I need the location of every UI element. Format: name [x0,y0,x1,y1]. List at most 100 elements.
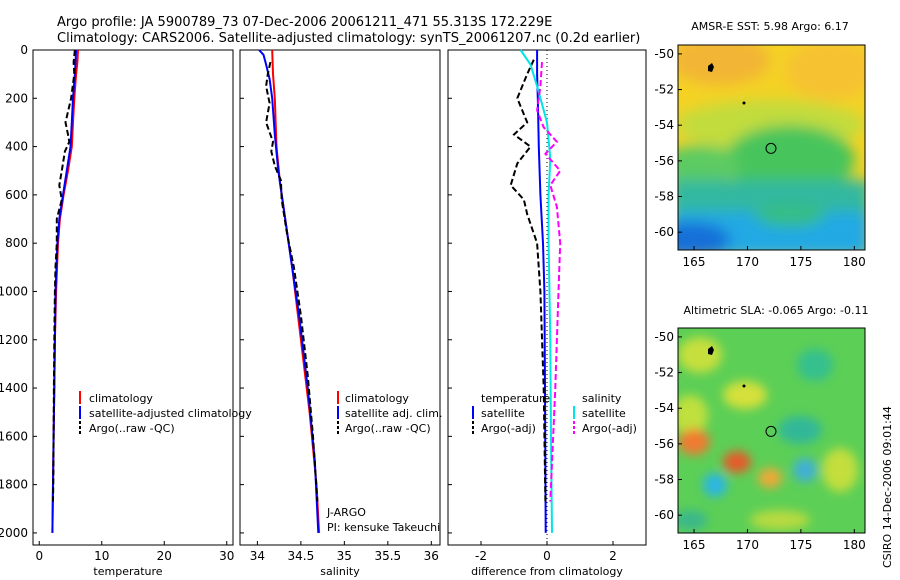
temperature-satellite-line [51,49,78,533]
header-line-2: Climatology: CARS2006. Satellite-adjuste… [57,31,640,46]
sst-field-warm [785,45,865,100]
sst-ytick: -58 [654,190,674,204]
sla-xtick: 165 [683,538,706,552]
depth-ytick: 1800 [0,478,28,492]
salinity-xlabel: salinity [320,565,360,578]
sla-ytick: -60 [654,508,674,522]
sst-xtick: 180 [843,255,866,269]
depth-ytick: 2000 [0,526,28,540]
salinity-xtick: 34 [250,549,265,563]
salinity-xtick: 34.5 [288,549,315,563]
sla-field-yellow [678,337,722,373]
sla-ytick: -50 [654,330,674,344]
legend-label: satellite [481,407,525,420]
depth-ytick: 1200 [0,333,28,347]
salinity-axis: 34 34.5 35 35.5 36 [250,549,439,563]
sst-map-title: AMSR-E SST: 5.98 Argo: 6.17 [691,20,849,33]
salinity-xtick: 36 [424,549,439,563]
sst-land-speck [708,63,714,72]
sla-argo-location-marker [765,425,777,437]
depth-axis: 0 200 400 600 800 1000 1200 1400 1600 18… [0,43,28,540]
salinity-xtick: 35.5 [374,549,401,563]
sla-field-yellow [822,448,858,492]
salinity-satellite-line [258,49,320,533]
temperature-axis: 0 10 20 30 [35,549,234,563]
legend-label: satellite [582,407,626,420]
difference-xlabel: difference from climatology [471,565,623,578]
legend-label: Argo(-adj) [481,422,536,435]
sla-field-teal [797,349,833,381]
sla-ytick: -58 [654,473,674,487]
legend-title-salinity: salinity [582,392,622,405]
sla-field-cyan [793,458,817,482]
temperature-argo-line [52,49,76,502]
sst-ytick: -60 [654,225,674,239]
sst-field-teal [755,203,825,227]
depth-ytick: 400 [5,140,28,154]
sla-map-frame [677,327,866,534]
temperature-xtick: 30 [219,549,234,563]
temperature-series [51,49,79,533]
sla-field-yellow [723,381,767,409]
sst-field-green [725,125,855,195]
salinity-annotation-program: J-ARGO [326,506,366,519]
legend-label: climatology [345,392,409,405]
sla-field-cyan [703,473,727,497]
sst-field-green [678,145,740,185]
difference-temp-argo-line [509,59,547,502]
sst-ytick: -52 [654,83,674,97]
sla-map-title: Altimetric SLA: -0.065 Argo: -0.11 [684,304,869,317]
temperature-xtick: 10 [94,549,109,563]
sla-heatmap [678,328,865,533]
legend-title-temperature: temperature [481,392,550,405]
sla-land-speck [742,384,746,388]
sla-field-teal [678,510,708,530]
sla-field-orange [758,468,782,488]
temperature-legend: climatology satellite-adjusted climatolo… [79,391,252,435]
header-line-1: Argo profile: JA 5900789_73 07-Dec-2006 … [57,15,552,30]
sst-xtick: 175 [789,255,812,269]
sst-field-warm [678,45,770,85]
sla-field-red [723,451,751,473]
legend-label: Argo(-adj) [582,422,637,435]
depth-ytick: 1000 [0,285,28,299]
sla-axes: 165 170 175 180 -50 -52 -54 -56 -58 -60 [654,330,865,552]
sst-ytick: -54 [654,118,674,132]
sla-field-orange [678,429,710,455]
difference-xtick: 0 [543,549,551,563]
legend-label: Argo(..raw -QC) [345,422,431,435]
difference-legend: temperature salinity satellite Argo(-adj… [472,392,637,435]
sst-xtick: 170 [736,255,759,269]
credit-label: CSIRO 14-Dec-2006 09:01:44 [881,406,894,568]
salinity-plot-frame [239,49,441,546]
depth-ytick: 800 [5,236,28,250]
sst-ytick: -50 [654,47,674,61]
salinity-legend: climatology satellite adj. clim. Argo(..… [326,391,442,534]
sst-map-frame [677,44,866,251]
legend-label: satellite-adjusted climatology [89,407,252,420]
sst-ytick: -56 [654,154,674,168]
sst-argo-location-marker [765,142,777,154]
legend-label: satellite adj. clim. [345,407,442,420]
legend-label: Argo(..raw -QC) [89,422,175,435]
depth-ytick: 1400 [0,381,28,395]
difference-axis: -2 0 2 [475,549,617,563]
temperature-xtick: 20 [157,549,172,563]
sst-land-speck [742,101,746,105]
salinity-annotation-pi: PI: kensuke Takeuchi [327,521,440,534]
salinity-xtick: 35 [337,549,352,563]
depth-ytick: 200 [5,91,28,105]
sla-field-yellow [750,510,810,530]
sst-xtick: 165 [683,255,706,269]
sla-field-yellow [678,395,708,435]
temperature-plot-frame [32,49,234,546]
depth-ytick: 600 [5,188,28,202]
sla-xtick: 175 [789,538,812,552]
sla-xtick: 180 [843,538,866,552]
salinity-series [258,49,321,533]
sla-land-speck [708,346,714,355]
legend-label: climatology [89,392,153,405]
difference-sal-argo-line [536,62,562,502]
temperature-xlabel: temperature [93,565,162,578]
